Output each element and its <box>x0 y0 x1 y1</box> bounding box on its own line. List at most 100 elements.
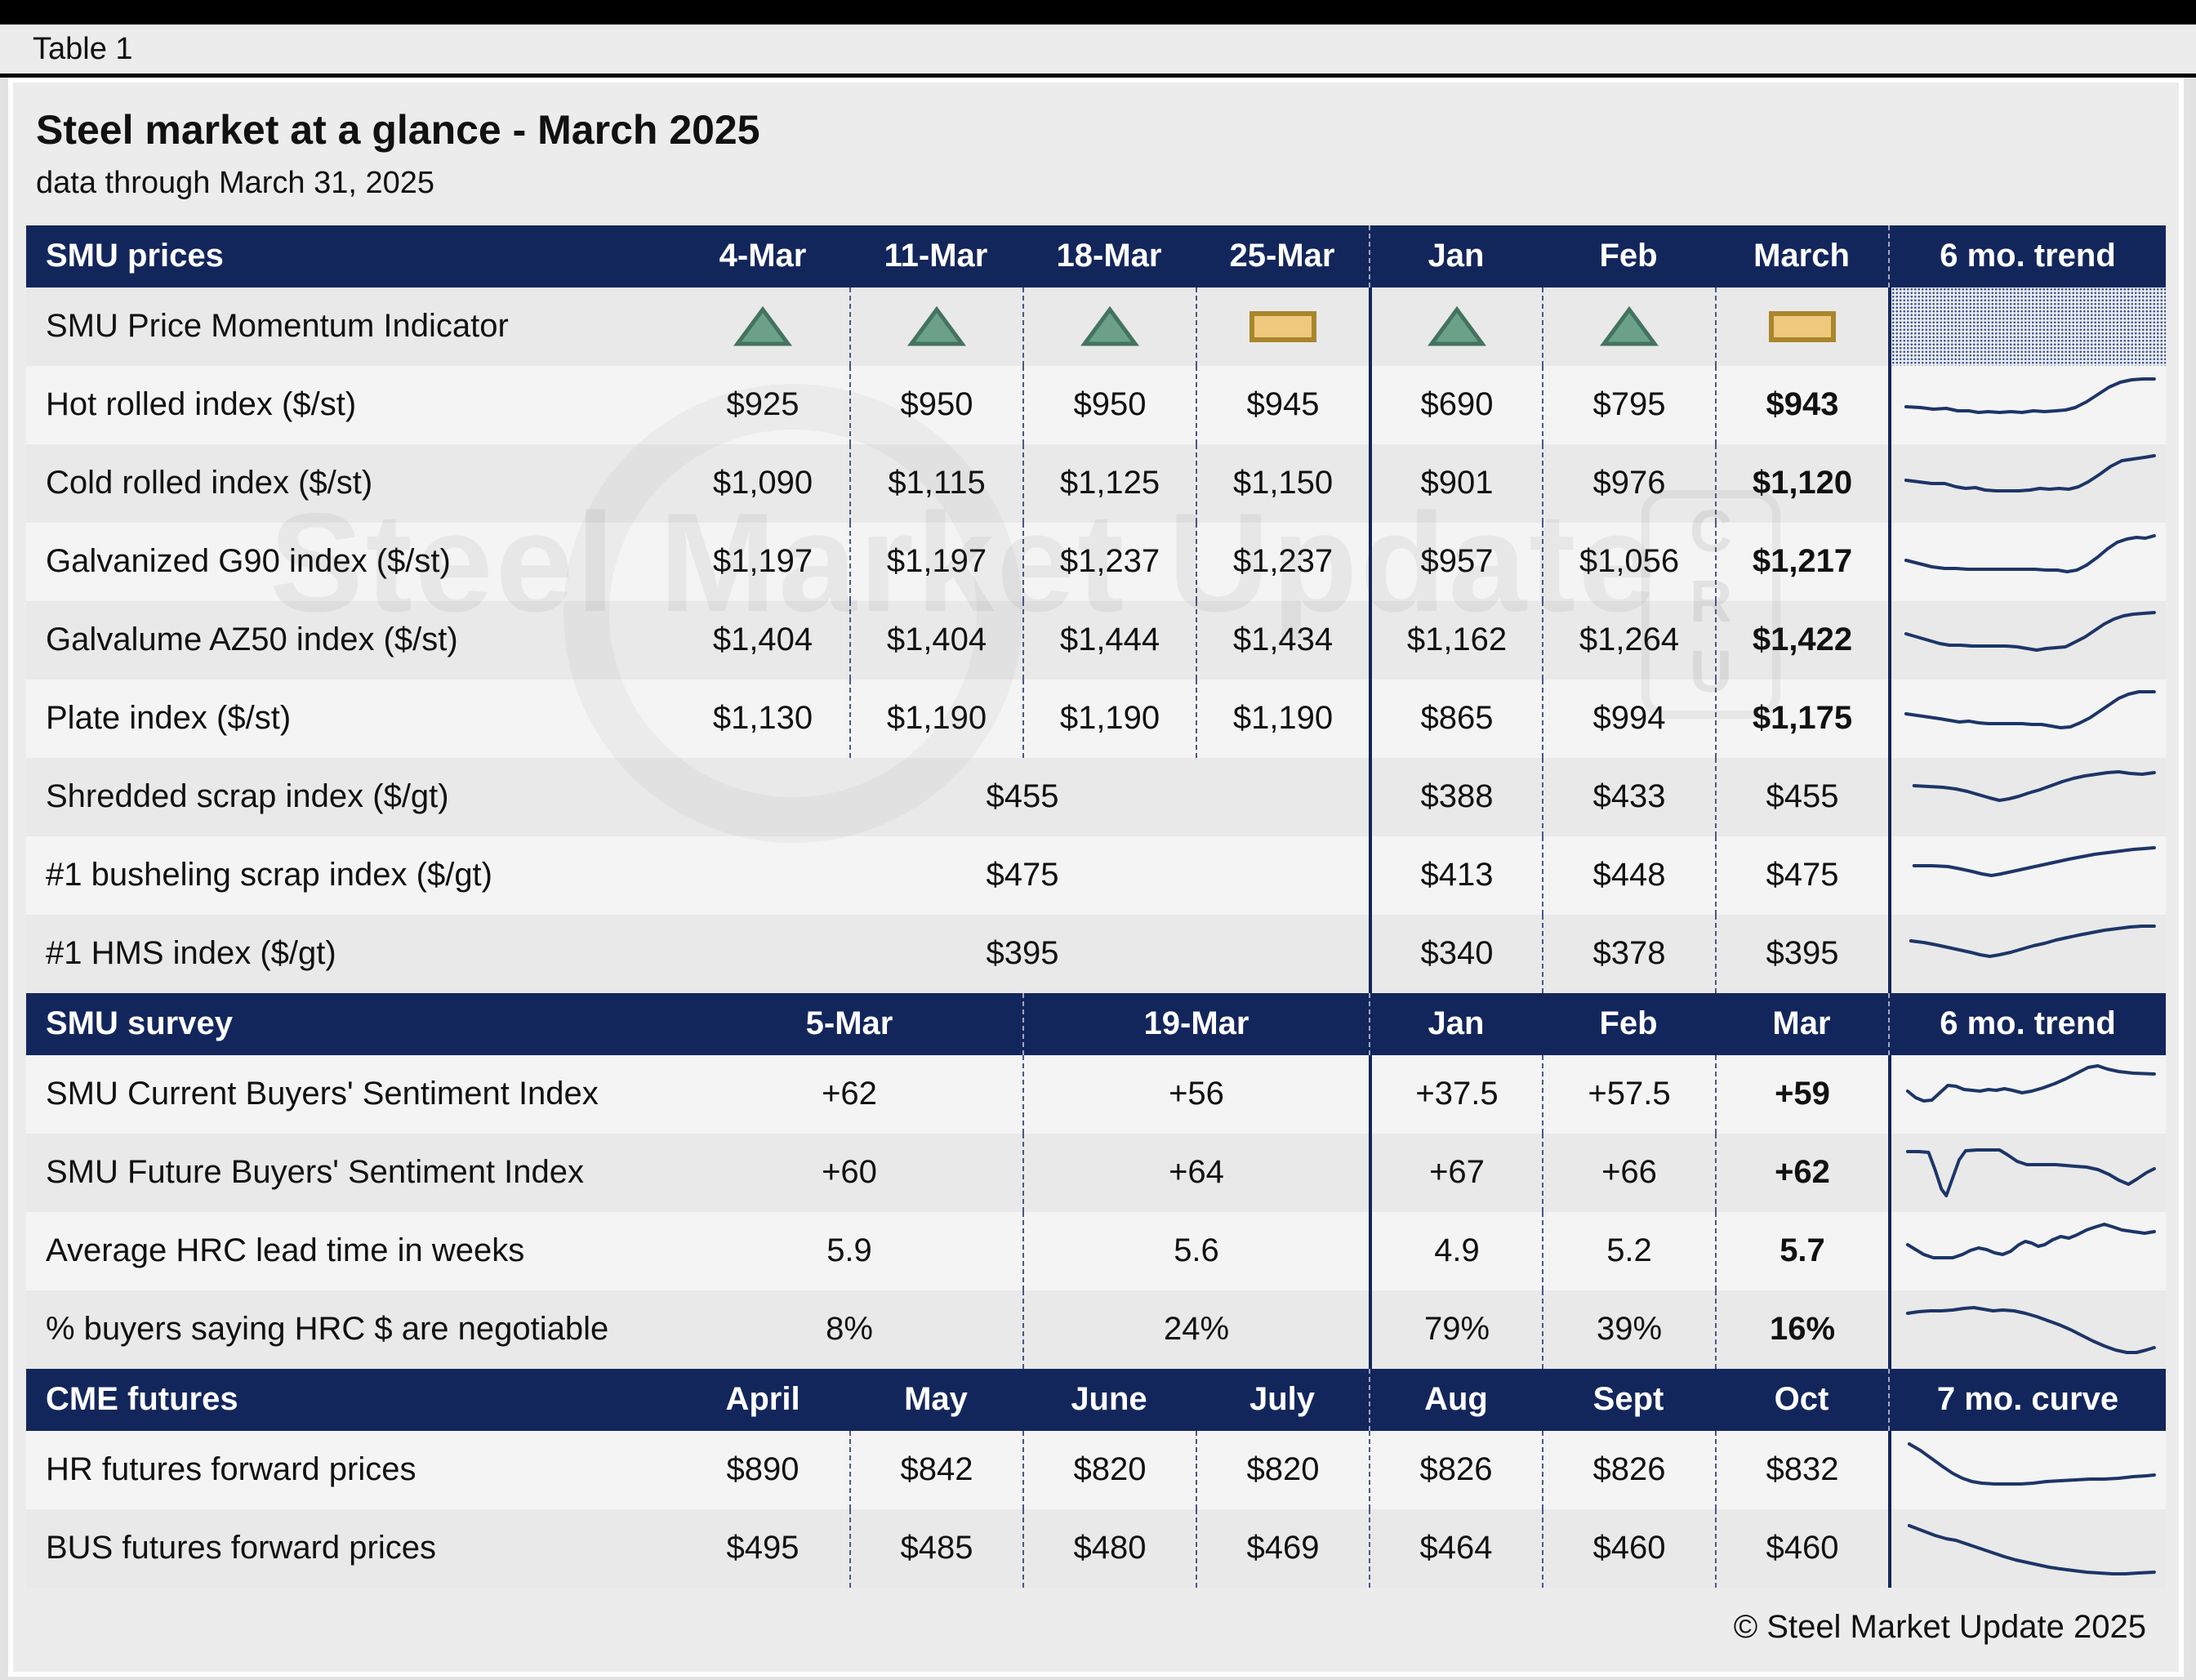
row-label: Shredded scrap index ($/gt) <box>46 778 449 814</box>
section-title: SMU survey <box>46 1005 233 1041</box>
row-label: SMU Future Buyers' Sentiment Index <box>46 1154 585 1190</box>
row-label: SMU Current Buyers' Sentiment Index <box>46 1076 599 1112</box>
value-cell: $690 <box>1369 365 1542 444</box>
momentum-cell <box>1542 287 1715 366</box>
sparkline-sentiment_current <box>1905 1063 2156 1103</box>
half-period-value: 24% <box>1022 1290 1369 1369</box>
column-header: 25-Mar <box>1229 238 1335 274</box>
monthly-value: $448 <box>1542 836 1715 915</box>
monthly-value: +67 <box>1369 1133 1542 1212</box>
value-cell: $832 <box>1715 1430 1888 1509</box>
momentum-up-icon <box>1428 305 1486 345</box>
value-cell: $925 <box>726 386 800 422</box>
value-cell: $1,175 <box>1715 679 1888 758</box>
momentum-cell <box>1022 287 1196 366</box>
column-header: Sept <box>1592 1381 1664 1417</box>
value-cell: $1,404 <box>849 600 1022 680</box>
half-period-value: +62 <box>822 1076 877 1112</box>
half-period-value: 5.9 <box>826 1232 872 1268</box>
trend-sparkline <box>1888 1430 2166 1509</box>
value-cell: $950 <box>1022 365 1196 444</box>
trend-sparkline <box>1888 836 2166 915</box>
monthly-value: 5.2 <box>1542 1211 1715 1290</box>
column-header: 18-Mar <box>1056 238 1162 274</box>
table-row: Cold rolled index ($/st) $1,090 $1,115 $1,1… <box>26 443 2166 523</box>
value-cell: $1,125 <box>1022 443 1196 523</box>
trend-sparkline <box>1888 1054 2166 1134</box>
table-caption-row: Table 1 <box>0 25 2196 78</box>
copyright-notice: © Steel Market Update 2025 <box>1733 1608 2146 1645</box>
column-header: 4-Mar <box>719 238 807 274</box>
section-header-smu-prices: SMU prices 4-Mar 11-Mar 18-Mar 25-Mar Jan Feb M… <box>26 225 2166 287</box>
page-subtitle: data through March 31, 2025 <box>36 165 435 200</box>
trend-sparkline <box>1888 1508 2166 1588</box>
row-label: #1 busheling scrap index ($/gt) <box>46 857 492 893</box>
monthly-value: $413 <box>1369 836 1542 915</box>
value-cell: $820 <box>1196 1430 1369 1509</box>
value-cell: $950 <box>849 365 1022 444</box>
table-row: SMU Current Buyers' Sentiment Index +62 +5… <box>26 1054 2166 1134</box>
trend-sparkline <box>1888 914 2166 993</box>
merged-weekly-value: $395 <box>986 935 1059 971</box>
row-label: Hot rolled index ($/st) <box>46 386 357 422</box>
value-cell: $826 <box>1542 1430 1715 1509</box>
sparkline-hr_curve <box>1907 1442 2156 1486</box>
table-row: % buyers saying HRC $ are negotiable 8% 24… <box>26 1290 2166 1369</box>
half-period-value: 8% <box>826 1311 873 1347</box>
sparkline-hot_rolled <box>1904 377 2156 414</box>
trend-column-header: 7 mo. curve <box>1888 1368 2166 1431</box>
value-cell: $485 <box>849 1508 1022 1588</box>
column-header: May <box>904 1381 968 1417</box>
momentum-cell <box>676 287 849 366</box>
row-label: Galvalume AZ50 index ($/st) <box>46 622 458 657</box>
trend-sparkline <box>1888 1133 2166 1212</box>
row-label: % buyers saying HRC $ are negotiable <box>46 1311 609 1347</box>
section-header-smu-survey: SMU survey 5-Mar 19-Mar Jan Feb Mar 6 mo. tren… <box>26 992 2166 1055</box>
column-header: Jan <box>1369 992 1542 1055</box>
monthly-value: $475 <box>1715 836 1888 915</box>
value-cell: $795 <box>1542 365 1715 444</box>
value-cell: $1,434 <box>1196 600 1369 680</box>
half-period-value: +60 <box>822 1154 877 1190</box>
row-label: Average HRC lead time in weeks <box>46 1232 525 1268</box>
momentum-flat-icon <box>1769 310 1836 342</box>
momentum-up-icon <box>907 305 966 345</box>
trend-column-header: 6 mo. trend <box>1888 225 2166 287</box>
row-label: Plate index ($/st) <box>46 700 292 736</box>
sparkline-plate <box>1904 689 2156 729</box>
value-cell: $480 <box>1022 1508 1196 1588</box>
table-row: SMU Price Momentum Indicator <box>26 287 2166 366</box>
merged-weekly-value: $475 <box>986 857 1059 893</box>
sparkline-sentiment_future <box>1905 1147 2156 1197</box>
monthly-value: +37.5 <box>1369 1054 1542 1134</box>
table-row: Shredded scrap index ($/gt) $455 $388 $433 $… <box>26 757 2166 836</box>
section-header-cme-futures: CME futures April May June July Aug Sept Oct 7 m… <box>26 1368 2166 1431</box>
column-header: Jan <box>1369 225 1542 287</box>
value-cell: $1,197 <box>712 543 813 579</box>
monthly-value: 79% <box>1369 1290 1542 1369</box>
table-row: Plate index ($/st) $1,130 $1,190 $1,190 $1,1… <box>26 679 2166 758</box>
momentum-flat-icon <box>1249 310 1316 342</box>
value-cell: $1,162 <box>1369 600 1542 680</box>
momentum-cell <box>849 287 1022 366</box>
value-cell: $901 <box>1369 443 1542 523</box>
content-card: Steel market at a glance - March 2025 da… <box>8 78 2184 1677</box>
monthly-value: +66 <box>1542 1133 1715 1212</box>
table-row: Hot rolled index ($/st) $925 $950 $950 $945 $… <box>26 365 2166 444</box>
value-cell: $1,237 <box>1196 522 1369 601</box>
value-cell: $1,190 <box>1022 679 1196 758</box>
sparkline-busheling <box>1912 845 2156 877</box>
trend-column-header: 6 mo. trend <box>1888 992 2166 1055</box>
column-header: Oct <box>1774 1381 1829 1417</box>
table-row: SMU Future Buyers' Sentiment Index +60 +64… <box>26 1133 2166 1212</box>
sparkline-shredded <box>1912 769 2156 802</box>
table-row: Average HRC lead time in weeks 5.9 5.6 4.9 5… <box>26 1211 2166 1290</box>
table-row: HR futures forward prices $890 $842 $820 $82… <box>26 1430 2166 1509</box>
value-cell: $495 <box>726 1530 800 1566</box>
column-header: July <box>1249 1381 1316 1417</box>
monthly-value: $433 <box>1542 757 1715 836</box>
monthly-value: $378 <box>1542 914 1715 993</box>
row-label: Cold rolled index ($/st) <box>46 465 373 501</box>
row-label: SMU Price Momentum Indicator <box>46 308 509 344</box>
